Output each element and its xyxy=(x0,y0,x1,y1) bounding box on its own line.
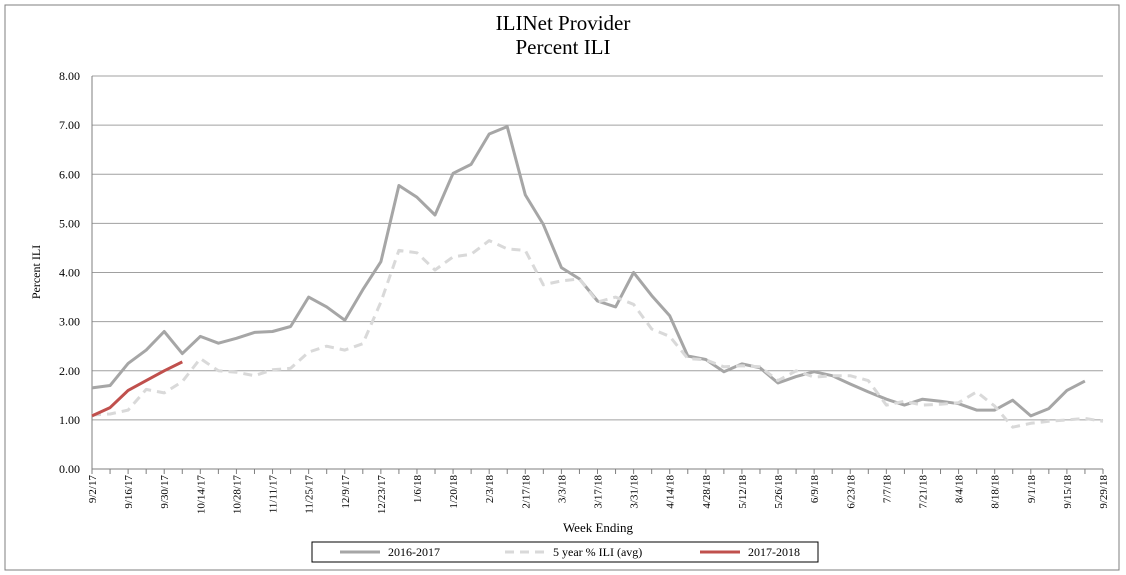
chart-title: ILINet Provider xyxy=(496,11,631,35)
series-line xyxy=(91,239,1104,429)
x-tick-label: 7/7/18 xyxy=(881,475,893,504)
x-tick-label: 9/30/17 xyxy=(159,475,171,509)
x-tick-label: 8/18/18 xyxy=(990,475,1002,509)
legend-label: 2016-2017 xyxy=(388,545,440,559)
x-tick-label: 8/4/18 xyxy=(954,475,966,504)
x-tick-label: 9/15/18 xyxy=(1062,475,1074,509)
x-tick-label: 1/6/18 xyxy=(412,475,424,504)
x-tick-label: 10/14/17 xyxy=(195,475,207,515)
x-tick-label: 7/21/18 xyxy=(917,475,929,509)
y-tick-label: 0.00 xyxy=(59,462,80,476)
x-tick-label: 3/31/18 xyxy=(629,475,641,509)
y-tick-label: 1.00 xyxy=(59,413,80,427)
x-tick-label: 9/1/18 xyxy=(1026,475,1038,504)
y-tick-label: 2.00 xyxy=(59,364,80,378)
legend-label: 2017-2018 xyxy=(748,545,800,559)
x-tick-label: 12/23/17 xyxy=(376,475,388,515)
x-tick-label: 9/29/18 xyxy=(1098,475,1110,509)
y-tick-label: 7.00 xyxy=(59,118,80,132)
x-tick-label: 3/3/18 xyxy=(556,475,568,504)
series-line xyxy=(91,125,1086,418)
series-line xyxy=(91,360,183,418)
chart-frame xyxy=(4,4,1120,571)
y-axis-label: Percent ILI xyxy=(29,245,43,299)
legend-label: 5 year % ILI (avg) xyxy=(553,545,642,559)
x-tick-label: 9/2/17 xyxy=(87,475,99,504)
x-tick-label: 3/17/18 xyxy=(593,475,605,509)
x-tick-label: 4/14/18 xyxy=(665,475,677,509)
x-tick-label: 11/11/17 xyxy=(268,475,280,514)
y-tick-label: 4.00 xyxy=(59,266,80,280)
y-tick-label: 8.00 xyxy=(59,69,80,83)
y-tick-label: 3.00 xyxy=(59,315,80,329)
x-tick-label: 6/23/18 xyxy=(845,475,857,509)
x-axis-label: Week Ending xyxy=(563,520,634,535)
x-tick-label: 6/9/18 xyxy=(809,475,821,504)
x-tick-label: 5/12/18 xyxy=(737,475,749,509)
x-tick-label: 11/25/17 xyxy=(304,475,316,514)
x-tick-label: 2/17/18 xyxy=(520,475,532,509)
x-tick-label: 10/28/17 xyxy=(231,475,243,515)
x-tick-label: 1/20/18 xyxy=(448,475,460,509)
chart-subtitle: Percent ILI xyxy=(515,35,610,59)
y-tick-label: 5.00 xyxy=(59,216,80,230)
x-tick-label: 12/9/17 xyxy=(340,475,352,509)
x-tick-label: 5/26/18 xyxy=(773,475,785,509)
y-tick-label: 6.00 xyxy=(59,167,80,181)
legend-box xyxy=(311,541,819,563)
x-tick-label: 2/3/18 xyxy=(484,475,496,504)
x-tick-label: 9/16/17 xyxy=(123,475,135,509)
x-tick-label: 4/28/18 xyxy=(701,475,713,509)
